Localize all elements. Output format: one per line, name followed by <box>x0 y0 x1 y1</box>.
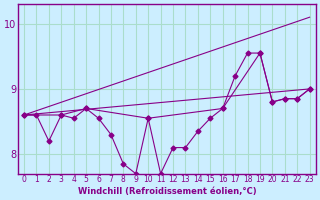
X-axis label: Windchill (Refroidissement éolien,°C): Windchill (Refroidissement éolien,°C) <box>77 187 256 196</box>
